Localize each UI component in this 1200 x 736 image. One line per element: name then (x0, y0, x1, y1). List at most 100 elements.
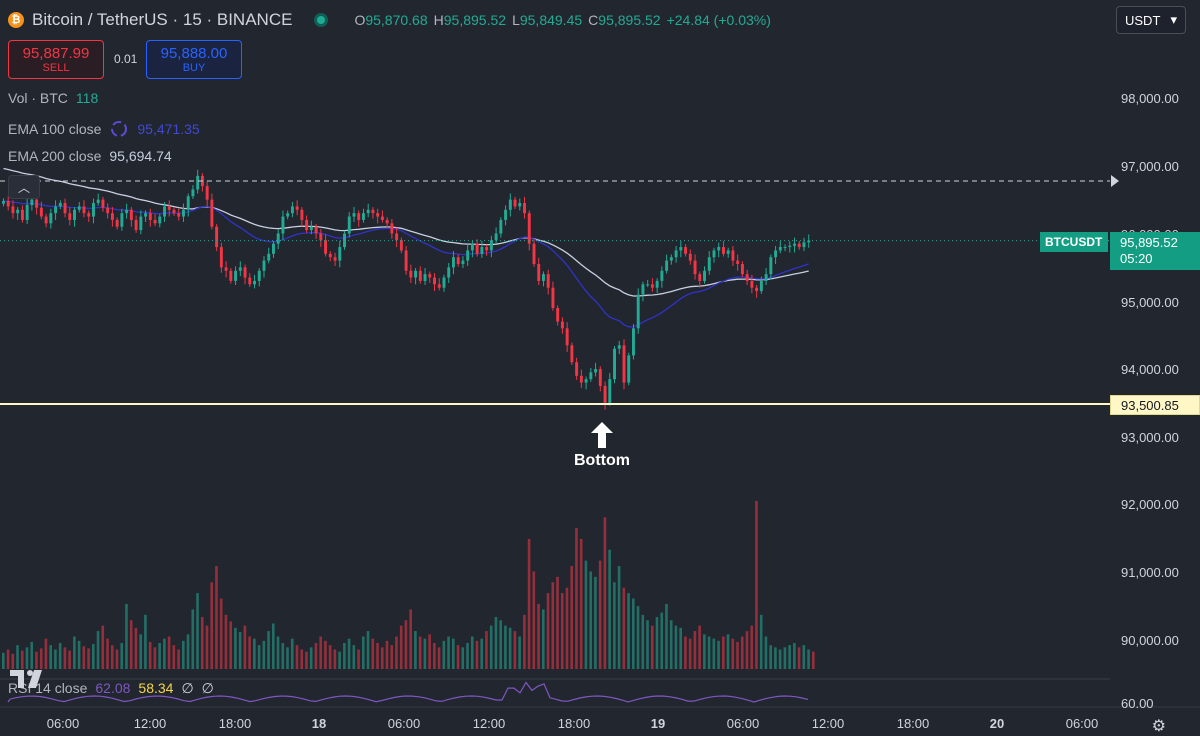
volume-bar (290, 638, 294, 669)
candle-body (409, 270, 413, 278)
price-tick: 93,000.00 (1121, 430, 1179, 445)
volume-bar (797, 647, 801, 669)
candle-body (35, 199, 39, 208)
rsi-line (7, 681, 809, 703)
volume-bar (380, 647, 384, 669)
candle-body (731, 250, 735, 261)
candle-body (551, 287, 555, 309)
candle-body (759, 280, 763, 292)
volume-bar (717, 640, 720, 669)
price-tick: 95,000.00 (1121, 295, 1179, 310)
symbol-header: ₿ Bitcoin / TetherUS · 15 · BINANCE O95,… (8, 8, 771, 32)
volume-bar (300, 649, 304, 669)
ema200-legend[interactable]: EMA 200 close 95,694.74 (8, 148, 172, 164)
volume-bar (707, 636, 711, 669)
bottom-annotation[interactable]: Bottom (574, 452, 630, 469)
candle-body (703, 270, 706, 281)
volume-bar (49, 645, 52, 669)
rsi-legend[interactable]: RSI 14 close 62.08 58.34 ∅ ∅ (8, 680, 214, 696)
volume-bar (229, 621, 232, 669)
candle-body (106, 207, 110, 214)
volume-bar (461, 647, 465, 669)
volume-bar (409, 609, 412, 669)
candle-body (579, 375, 583, 383)
volume-bar (584, 560, 588, 669)
volume-bar (248, 636, 251, 669)
volume-bar (703, 634, 706, 669)
candle-body (399, 240, 403, 251)
volume-bar (565, 587, 569, 669)
candle-body (669, 257, 673, 261)
candle-body (101, 199, 105, 208)
candle-body (82, 206, 86, 214)
candle-body (300, 209, 304, 220)
candle-body (44, 216, 48, 224)
volume-bar (513, 631, 517, 669)
ema100-legend[interactable]: EMA 100 close 95,471.35 (8, 121, 200, 137)
price-tick: 97,000.00 (1121, 159, 1179, 174)
volume-bar (35, 651, 38, 669)
candle-body (537, 263, 541, 281)
candle-body (745, 274, 749, 281)
candle-body (793, 243, 796, 246)
candle-body (722, 247, 725, 254)
buy-button[interactable]: 95,888.00 BUY (146, 40, 242, 79)
ohlc-values: O95,870.68 H95,895.52 L95,849.45 C95,895… (354, 12, 771, 28)
volume-bar (295, 645, 299, 669)
candle-body (513, 199, 517, 207)
currency-select[interactable]: USDT ▾ (1116, 6, 1186, 34)
candle-body (523, 203, 526, 214)
candle-body (480, 247, 484, 254)
volume-bar (371, 638, 375, 669)
candle-body (485, 247, 489, 251)
volume-bar (418, 636, 422, 669)
candle-body (272, 243, 275, 254)
candle-body (172, 209, 176, 214)
volume-bar (475, 640, 479, 669)
volume-bar (338, 651, 341, 669)
volume-bar (205, 625, 209, 669)
volume-bar (726, 634, 730, 669)
candle-body (570, 345, 574, 363)
candle-body (807, 240, 811, 243)
sell-button[interactable]: 95,887.99 SELL (8, 40, 104, 79)
candle-body (466, 250, 470, 261)
volume-bar (186, 634, 190, 669)
volume-bar (650, 625, 654, 669)
candle-body (802, 242, 806, 248)
volume-bar (324, 640, 327, 669)
symbol-title[interactable]: Bitcoin / TetherUS · 15 · BINANCE (32, 10, 293, 29)
sell-price: 95,887.99 (22, 45, 90, 62)
volume-bar (674, 625, 678, 669)
candle-body (764, 274, 768, 281)
tradingview-logo-icon[interactable] (10, 668, 48, 690)
candle-body (418, 270, 422, 281)
volume-legend[interactable]: Vol · BTC 118 (8, 90, 99, 106)
candle-body (148, 213, 152, 220)
candle-body (437, 284, 441, 288)
candle-body (755, 287, 759, 292)
candle-body (565, 328, 569, 346)
volume-bar (466, 642, 469, 669)
candle-body (546, 274, 550, 288)
volume-bar (684, 636, 687, 669)
volume-bar (414, 631, 417, 669)
volume-bar (238, 632, 242, 669)
volume-bar (6, 649, 10, 669)
candle-body (527, 213, 531, 244)
settings-icon[interactable]: ⚙ (1151, 718, 1166, 735)
volume-bar (802, 645, 806, 669)
volume-bar (125, 603, 128, 669)
volume-bar (627, 593, 630, 669)
candle-body (163, 206, 166, 217)
volume-bar (570, 566, 574, 669)
candle-body (191, 189, 195, 197)
live-dot-icon (314, 13, 329, 27)
candle-body (470, 243, 474, 251)
volume-bar (693, 631, 697, 669)
collapse-legend-button[interactable]: ︿ (8, 175, 40, 199)
volume-bar (319, 636, 322, 669)
candle-body (698, 274, 702, 281)
candle-body (167, 206, 171, 210)
